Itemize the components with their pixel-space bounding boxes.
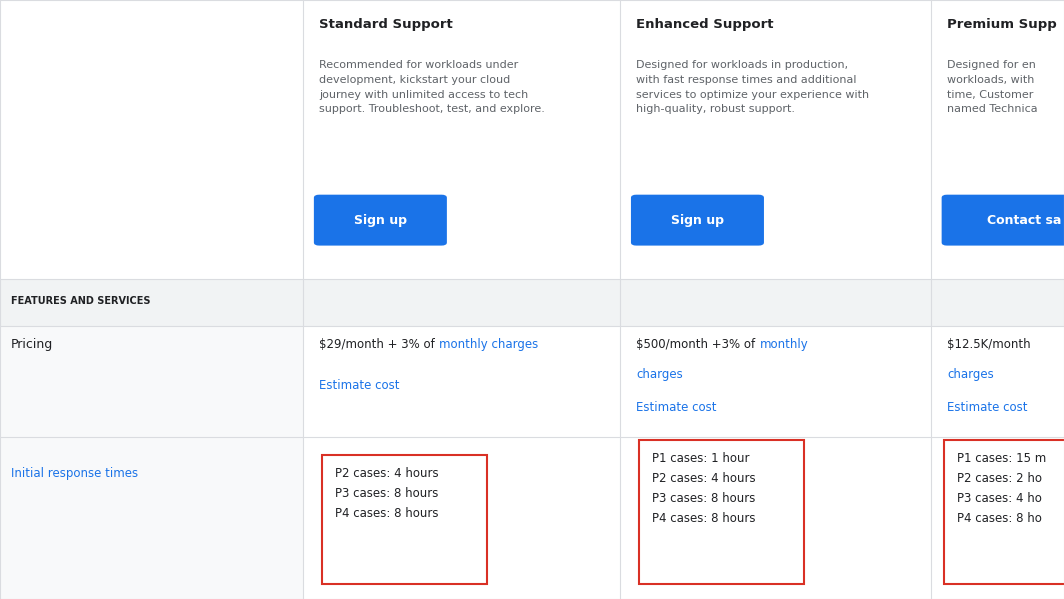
Text: Enhanced Support: Enhanced Support xyxy=(636,18,774,31)
Text: Pricing: Pricing xyxy=(11,338,53,352)
Text: $12.5K/month: $12.5K/month xyxy=(947,338,1031,352)
Text: Premium Supp: Premium Supp xyxy=(947,18,1057,31)
Text: Sign up: Sign up xyxy=(671,214,724,226)
Text: Designed for workloads in production,
with fast response times and additional
se: Designed for workloads in production, wi… xyxy=(636,60,869,114)
FancyBboxPatch shape xyxy=(631,195,764,246)
Text: Learn more: Learn more xyxy=(947,216,1014,229)
Text: $29/month + 3% of: $29/month + 3% of xyxy=(319,338,438,352)
Text: Sign up: Sign up xyxy=(354,214,406,226)
Text: Standard Support: Standard Support xyxy=(319,18,453,31)
FancyBboxPatch shape xyxy=(322,455,487,584)
Text: FEATURES AND SERVICES: FEATURES AND SERVICES xyxy=(11,297,150,306)
Bar xyxy=(0,437,303,599)
Text: monthly: monthly xyxy=(760,338,809,352)
Bar xyxy=(0,326,303,437)
FancyBboxPatch shape xyxy=(942,195,1064,246)
Text: $500/month +3% of: $500/month +3% of xyxy=(636,338,759,352)
Text: P1 cases: 1 hour
P2 cases: 4 hours
P3 cases: 8 hours
P4 cases: 8 hours: P1 cases: 1 hour P2 cases: 4 hours P3 ca… xyxy=(652,452,755,525)
Text: Recommended for workloads under
development, kickstart your cloud
journey with u: Recommended for workloads under developm… xyxy=(319,60,545,114)
Text: monthly charges: monthly charges xyxy=(439,338,538,352)
Text: Estimate cost: Estimate cost xyxy=(319,379,400,392)
Text: Learn more: Learn more xyxy=(319,216,386,229)
Bar xyxy=(0,279,1064,326)
Text: Estimate cost: Estimate cost xyxy=(947,401,1028,415)
Text: Learn more: Learn more xyxy=(636,216,703,229)
FancyBboxPatch shape xyxy=(639,440,804,584)
FancyBboxPatch shape xyxy=(314,195,447,246)
Text: P2 cases: 4 hours
P3 cases: 8 hours
P4 cases: 8 hours: P2 cases: 4 hours P3 cases: 8 hours P4 c… xyxy=(335,467,438,520)
Text: charges: charges xyxy=(636,368,683,382)
Text: Contact sa: Contact sa xyxy=(987,214,1062,226)
Text: Designed for en
workloads, with
time, Customer
named Technica: Designed for en workloads, with time, Cu… xyxy=(947,60,1037,114)
Text: charges: charges xyxy=(947,368,994,382)
Text: Estimate cost: Estimate cost xyxy=(636,401,717,415)
Text: Initial response times: Initial response times xyxy=(11,467,137,480)
FancyBboxPatch shape xyxy=(944,440,1064,584)
Text: P1 cases: 15 m
P2 cases: 2 ho
P3 cases: 4 ho
P4 cases: 8 ho: P1 cases: 15 m P2 cases: 2 ho P3 cases: … xyxy=(957,452,1046,525)
